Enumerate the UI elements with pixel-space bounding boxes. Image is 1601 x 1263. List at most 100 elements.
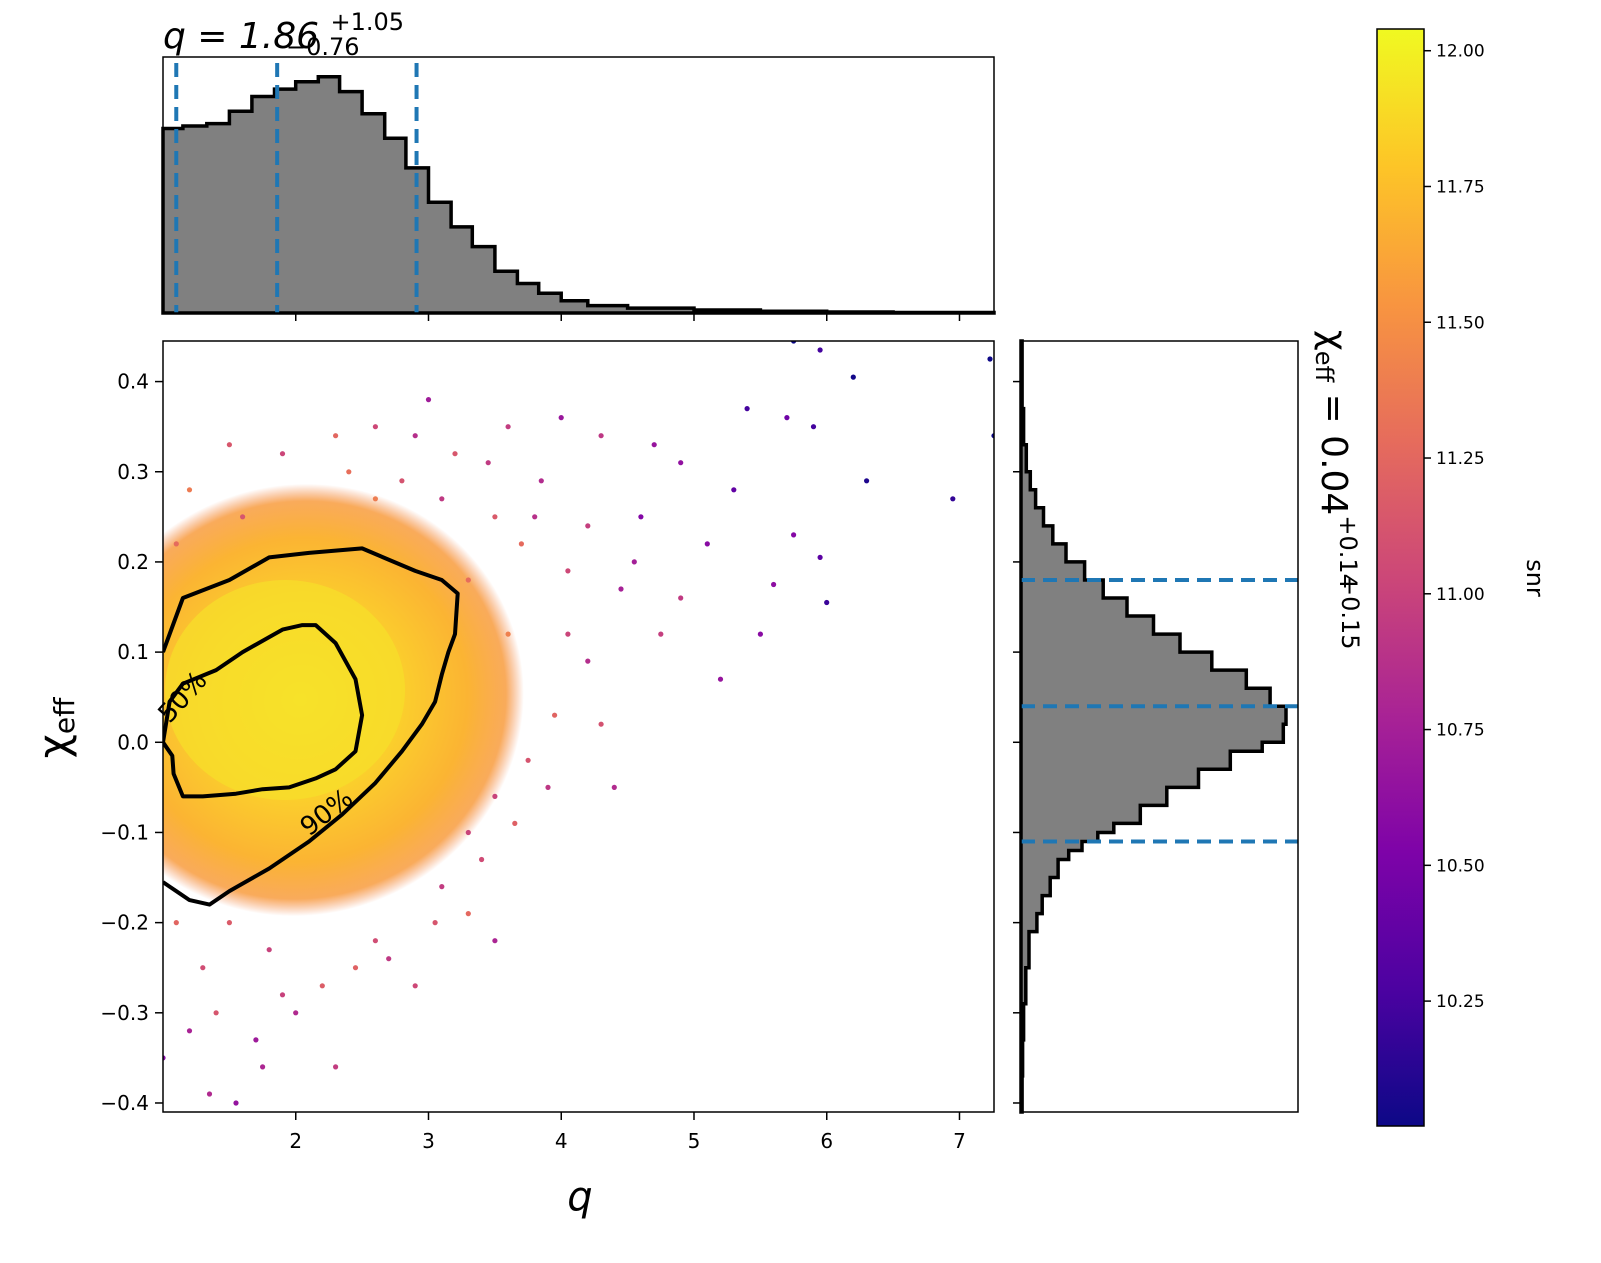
scatter-point xyxy=(558,415,564,421)
q-histogram-x-ticks xyxy=(294,313,961,321)
scatter-point xyxy=(167,1137,172,1142)
q-histogram-bars xyxy=(161,75,996,315)
x-tick-label: 5 xyxy=(688,1129,701,1153)
scatter-point xyxy=(850,374,856,380)
scatter-point xyxy=(319,983,325,989)
q-histogram-frame xyxy=(162,56,995,314)
y-tick-label: 0.1 xyxy=(117,640,149,664)
scatter-point xyxy=(987,356,993,362)
chi-quantile-lines xyxy=(1021,577,1298,844)
scatter-point xyxy=(598,433,604,439)
chi-histogram-bars xyxy=(1019,339,1288,1114)
contour-90pct xyxy=(163,546,460,907)
x-axis-label: q xyxy=(567,1174,592,1220)
scatter-point xyxy=(399,478,405,484)
colorbar-tick-label: 11.50 xyxy=(1436,313,1485,333)
scatter-point xyxy=(864,478,870,484)
scatter-point xyxy=(226,920,232,926)
scatter-point xyxy=(545,784,551,791)
scatter-point xyxy=(260,1064,266,1070)
chi-histogram-frame xyxy=(1020,340,1299,1113)
scatter-point xyxy=(532,514,538,520)
scatter-point xyxy=(492,938,498,944)
y-tick-label: −0.2 xyxy=(100,911,149,935)
y-tick-label: −0.4 xyxy=(100,1091,149,1115)
scatter-point xyxy=(704,541,710,547)
scatter-point xyxy=(279,451,286,457)
density-cloud-core xyxy=(165,580,405,800)
x-axis-ticks: 2 3 4 5 6 7 xyxy=(289,1112,966,1153)
scatter-point xyxy=(638,514,644,520)
colorbar-tick-label: 11.25 xyxy=(1436,449,1485,469)
q-title: q = 1.86 +1.05 xyxy=(163,8,404,57)
scatter-point xyxy=(817,347,823,353)
scatter-point xyxy=(651,442,657,448)
scatter-point xyxy=(505,424,511,430)
scatter-points xyxy=(163,341,994,1142)
chi-title-sub: −0.15 xyxy=(1336,576,1364,650)
scatter-point xyxy=(791,532,797,538)
contour-50pct xyxy=(163,623,365,799)
scatter-point xyxy=(810,424,817,430)
scatter-point xyxy=(200,965,206,971)
scatter-point xyxy=(552,712,558,718)
scatter-point xyxy=(372,938,378,944)
scatter-point xyxy=(439,884,445,890)
colorbar-tick-label: 10.50 xyxy=(1436,856,1485,876)
scatter-point xyxy=(333,1064,339,1070)
scatter-point xyxy=(618,586,624,592)
scatter-point xyxy=(293,1010,299,1016)
scatter-point xyxy=(479,856,485,863)
scatter-point xyxy=(771,581,777,588)
colorbar-tick-label: 11.00 xyxy=(1436,585,1485,605)
colorbar-tick-label: 11.75 xyxy=(1436,177,1485,197)
q-title-sub: −0.76 xyxy=(286,33,360,61)
scatter-point xyxy=(598,721,604,727)
scatter-point xyxy=(253,1037,259,1043)
x-tick-label: 2 xyxy=(289,1129,302,1153)
scatter-point xyxy=(505,631,511,637)
y-tick-label: 0.3 xyxy=(117,460,149,484)
scatter-point xyxy=(465,911,471,917)
scatter-point xyxy=(678,595,684,601)
scatter-point xyxy=(226,442,232,448)
scatter-point xyxy=(731,487,737,493)
scatter-point xyxy=(425,397,432,403)
colorbar-label: snr xyxy=(1521,559,1549,597)
colorbar-tick-label: 10.75 xyxy=(1436,721,1485,741)
y-tick-label: 0.0 xyxy=(117,730,149,754)
y-tick-label: 0.4 xyxy=(117,370,149,394)
scatter-point xyxy=(213,1010,219,1016)
scatter-point xyxy=(512,820,518,827)
scatter-point xyxy=(585,523,591,529)
x-tick-label: 3 xyxy=(422,1129,435,1153)
y-axis-ticks: −0.4 −0.3 −0.2 −0.1 0.0 0.1 0.2 0.3 0.4 xyxy=(100,370,163,1115)
scatter-point xyxy=(432,920,438,926)
scatter-point xyxy=(525,757,531,763)
scatter-point xyxy=(678,460,684,466)
y-tick-label: 0.2 xyxy=(117,550,149,574)
scatter-point xyxy=(465,829,471,836)
scatter-point xyxy=(412,983,418,989)
scatter-point xyxy=(412,433,418,439)
x-tick-label: 6 xyxy=(820,1129,833,1153)
scatter-point xyxy=(372,424,378,430)
q-quantile-lines xyxy=(174,63,419,313)
scatter-point xyxy=(518,541,525,547)
scatter-point xyxy=(439,496,445,502)
scatter-point xyxy=(717,676,724,682)
chi-marginal-histogram xyxy=(1013,339,1299,1114)
scatter-point xyxy=(538,478,544,484)
scatter-frame xyxy=(162,340,995,1113)
q-marginal-histogram xyxy=(161,56,996,321)
y-axis-label: χeff xyxy=(29,697,81,758)
chi-histogram-y-ticks xyxy=(1013,380,1021,1104)
x-tick-label: 7 xyxy=(953,1129,966,1153)
scatter-point xyxy=(492,793,498,800)
scatter-point xyxy=(950,496,956,502)
scatter-point xyxy=(824,599,830,606)
scatter-point xyxy=(611,784,617,791)
scatter-point xyxy=(372,496,378,502)
